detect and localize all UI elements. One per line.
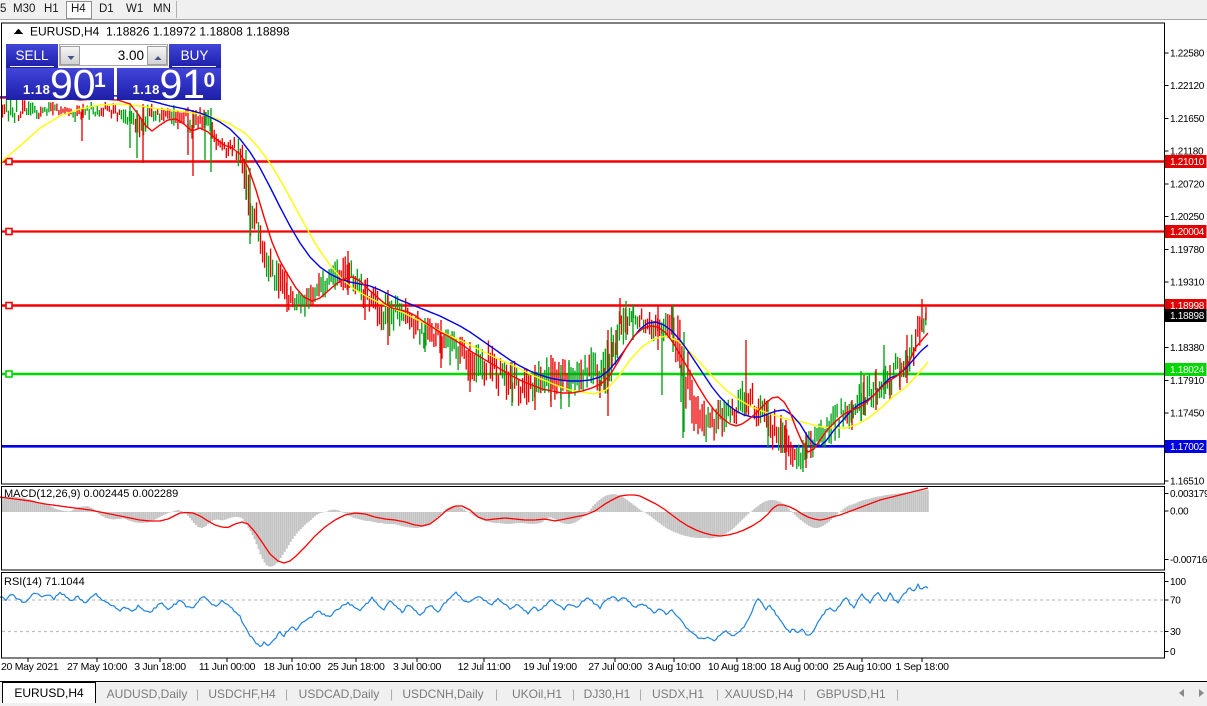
svg-text:100: 100 [1170,577,1187,588]
svg-text:27 Jul 00:00: 27 Jul 00:00 [588,661,642,673]
svg-text:3 Jun 18:00: 3 Jun 18:00 [134,661,186,673]
svg-text:1.20720: 1.20720 [1170,180,1205,191]
svg-text:1.21650: 1.21650 [1170,114,1205,125]
svg-text:30: 30 [1170,627,1181,638]
svg-text:1.21180: 1.21180 [1170,147,1204,158]
svg-text:-0.007162: -0.007162 [1170,555,1207,566]
svg-text:1.18024: 1.18024 [1170,365,1205,376]
svg-text:1.19780: 1.19780 [1170,245,1205,256]
svg-text:1.20250: 1.20250 [1170,212,1205,223]
svg-text:18 Aug 00:00: 18 Aug 00:00 [770,661,829,673]
svg-text:MACD(12,26,9) 0.002445 0.00228: MACD(12,26,9) 0.002445 0.002289 [4,488,178,500]
svg-text:0.00: 0.00 [1170,507,1189,518]
svg-text:1.17002: 1.17002 [1170,442,1205,453]
svg-text:1.22120: 1.22120 [1170,81,1205,92]
svg-text:1.17910: 1.17910 [1170,376,1205,387]
svg-text:27 May 10:00: 27 May 10:00 [67,661,127,673]
svg-text:25 Jun 18:00: 25 Jun 18:00 [327,661,385,673]
svg-text:RSI(14) 71.1044: RSI(14) 71.1044 [4,576,85,588]
svg-text:3 Jul 00:00: 3 Jul 00:00 [393,661,442,673]
svg-text:1.22580: 1.22580 [1170,49,1205,60]
svg-text:10 Aug 18:00: 10 Aug 18:00 [708,661,767,673]
svg-text:1.20004: 1.20004 [1170,227,1205,238]
svg-text:3 Aug 10:00: 3 Aug 10:00 [648,661,701,673]
svg-text:1.16510: 1.16510 [1170,477,1205,488]
svg-text:11 Jun 00:00: 11 Jun 00:00 [199,661,256,673]
svg-text:1.19310: 1.19310 [1170,278,1205,289]
svg-text:25 Aug 10:00: 25 Aug 10:00 [833,661,892,673]
svg-text:20 May 2021: 20 May 2021 [1,661,59,673]
svg-text:1.17450: 1.17450 [1170,409,1205,420]
svg-text:70: 70 [1170,596,1181,607]
svg-text:0: 0 [1170,647,1176,658]
svg-text:EURUSD,H4 1.18826 1.18972 1.1: EURUSD,H4 1.18826 1.18972 1.18808 1.1889… [30,25,290,39]
svg-text:1 Sep 18:00: 1 Sep 18:00 [895,661,949,673]
svg-text:18 Jun 10:00: 18 Jun 10:00 [263,661,321,673]
svg-text:1.18998: 1.18998 [1170,301,1205,312]
svg-text:12 Jul 11:00: 12 Jul 11:00 [458,661,511,673]
svg-text:1.21010: 1.21010 [1170,157,1205,168]
svg-text:0.003179: 0.003179 [1170,489,1207,500]
svg-text:19 Jul 19:00: 19 Jul 19:00 [523,661,577,673]
svg-text:1.18380: 1.18380 [1170,343,1205,354]
svg-text:1.18898: 1.18898 [1170,311,1205,322]
